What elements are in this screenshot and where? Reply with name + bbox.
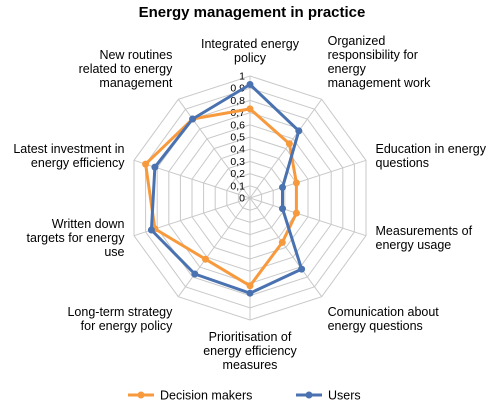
category-label-line: Comunication about [328,305,440,319]
legend: Decision makers Users [128,389,361,403]
category-label-line: Latest investment in [13,142,124,156]
category-label: Latest investment in energy efficiency [13,142,125,170]
spoke-1 [249,99,323,199]
series-1 [147,81,306,297]
data-point [147,226,155,234]
data-point [292,209,300,217]
tick-label: 0 [239,193,245,205]
series-layer [142,81,306,297]
data-point [246,289,254,297]
category-label: New routines related to energy management [79,48,174,90]
category-label: Comunication about energy questions [328,305,440,333]
legend-marker [305,391,313,399]
series-0 [142,105,300,290]
data-point [246,81,254,88]
legend-label: Decision makers [160,389,252,403]
category-label-line: measures [223,358,278,372]
category-label: Prioritisation of energy efficiency measur… [203,330,297,372]
category-label-line: energy usage [376,238,452,252]
category-label: Written down targets for energy use [27,217,126,259]
tick-label: 0,3 [230,156,245,168]
data-point [246,282,254,290]
legend-label: Users [328,389,361,403]
data-point [279,205,286,213]
series-line [144,107,298,288]
data-point [142,160,150,168]
tick-label: 0,2 [230,168,245,180]
data-point [202,255,209,263]
category-label: Long-term strategy for energy policy [67,305,173,333]
chart-title: Energy management in practice [139,4,366,21]
tick-label: 1 [239,71,245,83]
tick-label: 0,4 [230,144,245,156]
category-label-line: Measurements of [376,224,473,238]
tick-label: 0,5 [230,132,245,144]
category-label-line: Long-term strategy [67,305,173,319]
category-label-line: policy [234,51,267,65]
category-label-line: use [104,245,124,259]
legend-item-1: Users [296,389,361,403]
spoke-2 [249,159,367,199]
category-label-line: energy efficiency [203,344,297,358]
category-label-line: Prioritisation of [209,330,292,344]
legend-marker [137,391,145,399]
category-label: Measurements of energy usage [376,224,473,252]
spoke-6 [177,197,251,297]
category-label: Organized responsibility for energy managem… [328,34,432,90]
data-point [279,183,286,191]
category-label-line: questions [376,156,430,170]
radial-tick-labels: 00,10,20,30,40,50,60,70,80,91 [230,71,245,205]
category-label-line: management [99,76,172,90]
category-label-line: management work [328,76,432,90]
radar-grid [133,75,367,321]
category-labels: Integrated energy policy Organized responsi… [13,34,486,372]
data-point [191,270,199,278]
category-label-line: energy [328,62,367,76]
data-point [298,265,306,273]
tick-label: 0,1 [230,180,245,192]
data-point [292,179,300,187]
tick-label: 0,8 [230,95,245,107]
category-label-line: Organized [328,34,386,48]
category-label: Education in energy questions [376,142,487,170]
category-label-line: Written down [52,217,125,231]
legend-item-0: Decision makers [128,389,252,403]
data-point [151,163,159,171]
category-label-line: for energy policy [81,319,173,333]
data-point [295,127,303,135]
spoke-9 [177,99,251,199]
tick-label: 0,6 [230,119,245,131]
tick-label: 0,9 [230,83,245,95]
data-point [246,105,254,113]
category-label-line: New routines [99,48,172,62]
category-label-line: targets for energy [27,231,126,245]
data-point [189,115,197,123]
category-label: Integrated energy policy [201,37,300,65]
category-label-line: related to energy [79,62,174,76]
category-label-line: responsibility for [328,48,418,62]
category-label-line: energy questions [328,319,423,333]
spoke-4 [249,197,323,297]
data-point [278,238,286,246]
category-label-line: energy efficiency [31,156,125,170]
spoke-3 [249,197,367,237]
category-label-line: Education in energy [376,142,487,156]
data-point [285,140,293,148]
category-label-line: Integrated energy [201,37,300,51]
